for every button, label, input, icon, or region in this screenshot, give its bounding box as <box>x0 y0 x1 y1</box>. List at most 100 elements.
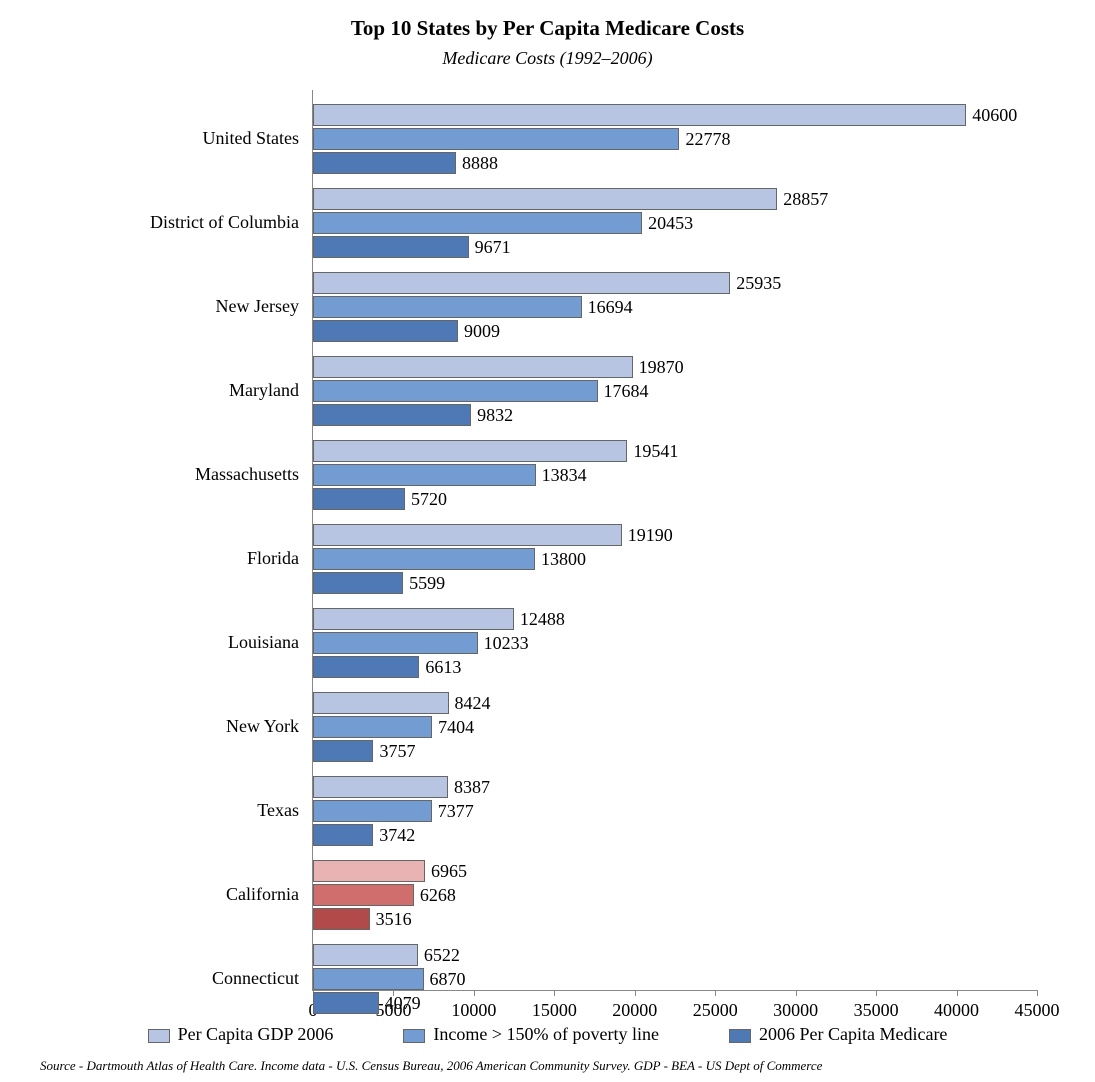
x-tick <box>796 990 797 996</box>
bar-value-label: 16694 <box>588 296 633 318</box>
legend-swatch <box>148 1029 170 1043</box>
legend: Per Capita GDP 2006 Income > 150% of pove… <box>0 1024 1095 1045</box>
x-tick <box>957 990 958 996</box>
category-label: Connecticut <box>212 968 313 990</box>
x-tick-label: 30000 <box>773 1000 818 1021</box>
bar <box>313 776 448 798</box>
bar-value-label: 5720 <box>411 488 447 510</box>
bar-value-label: 3516 <box>376 908 412 930</box>
bar <box>313 236 469 258</box>
bar <box>313 128 679 150</box>
x-tick-label: 35000 <box>854 1000 899 1021</box>
bar <box>313 800 432 822</box>
bar <box>313 104 966 126</box>
category-label: New Jersey <box>216 296 313 318</box>
bar <box>313 992 379 1014</box>
bar <box>313 404 471 426</box>
bar <box>313 944 418 966</box>
bar-value-label: 28857 <box>783 188 828 210</box>
bar <box>313 632 478 654</box>
bar-value-label: 6870 <box>430 968 466 990</box>
bar-value-label: 6268 <box>420 884 456 906</box>
bar <box>313 608 514 630</box>
bar <box>313 824 373 846</box>
bar-value-label: 3757 <box>379 740 415 762</box>
bar-value-label: 20453 <box>648 212 693 234</box>
x-tick-label: 15000 <box>532 1000 577 1021</box>
bar-value-label: 7377 <box>438 800 474 822</box>
bar-value-label: 17684 <box>604 380 649 402</box>
bar <box>313 740 373 762</box>
bar <box>313 464 536 486</box>
bar-value-label: 19190 <box>628 524 673 546</box>
bar <box>313 884 414 906</box>
x-tick-label: 45000 <box>1015 1000 1060 1021</box>
x-tick <box>635 990 636 996</box>
x-tick <box>1037 990 1038 996</box>
bar <box>313 212 642 234</box>
bar <box>313 320 458 342</box>
legend-item: Income > 150% of poverty line <box>403 1024 659 1045</box>
bar <box>313 908 370 930</box>
x-tick-label: 25000 <box>693 1000 738 1021</box>
bar <box>313 860 425 882</box>
bar-value-label: 25935 <box>736 272 781 294</box>
bar <box>313 152 456 174</box>
category-label: California <box>226 884 313 906</box>
category-label: Louisiana <box>228 632 313 654</box>
bar <box>313 380 598 402</box>
x-tick <box>474 990 475 996</box>
bar <box>313 692 449 714</box>
x-tick <box>876 990 877 996</box>
bar-value-label: 3742 <box>379 824 415 846</box>
category-label: United States <box>203 128 314 150</box>
bar-value-label: 40600 <box>972 104 1017 126</box>
bar-value-label: 9671 <box>475 236 511 258</box>
x-tick-label: 40000 <box>934 1000 979 1021</box>
bar-value-label: 8424 <box>455 692 491 714</box>
bar <box>313 524 622 546</box>
legend-label: Income > 150% of poverty line <box>433 1024 659 1044</box>
x-tick-label: 20000 <box>612 1000 657 1021</box>
legend-item: Per Capita GDP 2006 <box>148 1024 334 1045</box>
x-tick <box>554 990 555 996</box>
bar <box>313 968 424 990</box>
category-label: New York <box>226 716 313 738</box>
x-tick <box>715 990 716 996</box>
bar-value-label: 4079 <box>385 992 421 1014</box>
plot-area: 0500010000150002000025000300003500040000… <box>312 90 1037 991</box>
bar <box>313 272 730 294</box>
x-tick-label: 10000 <box>451 1000 496 1021</box>
bar <box>313 296 582 318</box>
bar-value-label: 8387 <box>454 776 490 798</box>
bar <box>313 716 432 738</box>
category-label: Maryland <box>229 380 313 402</box>
bar-value-label: 9832 <box>477 404 513 426</box>
bar-value-label: 6965 <box>431 860 467 882</box>
bar-value-label: 8888 <box>462 152 498 174</box>
bar-value-label: 19541 <box>633 440 678 462</box>
legend-label: Per Capita GDP 2006 <box>178 1024 334 1044</box>
bar <box>313 488 405 510</box>
bar-value-label: 13834 <box>542 464 587 486</box>
bar <box>313 656 419 678</box>
category-label: Texas <box>257 800 313 822</box>
category-label: Florida <box>247 548 313 570</box>
bar-value-label: 12488 <box>520 608 565 630</box>
bar-value-label: 7404 <box>438 716 474 738</box>
bar-value-label: 5599 <box>409 572 445 594</box>
bar <box>313 188 777 210</box>
legend-item: 2006 Per Capita Medicare <box>729 1024 947 1045</box>
legend-swatch <box>403 1029 425 1043</box>
bar-value-label: 22778 <box>685 128 730 150</box>
category-label: District of Columbia <box>150 212 313 234</box>
bar-value-label: 6613 <box>425 656 461 678</box>
legend-swatch <box>729 1029 751 1043</box>
chart-title: Top 10 States by Per Capita Medicare Cos… <box>0 16 1095 41</box>
category-label: Massachusetts <box>195 464 313 486</box>
bar <box>313 572 403 594</box>
bar-value-label: 19870 <box>639 356 684 378</box>
bar-value-label: 6522 <box>424 944 460 966</box>
bar-value-label: 9009 <box>464 320 500 342</box>
bar <box>313 356 633 378</box>
